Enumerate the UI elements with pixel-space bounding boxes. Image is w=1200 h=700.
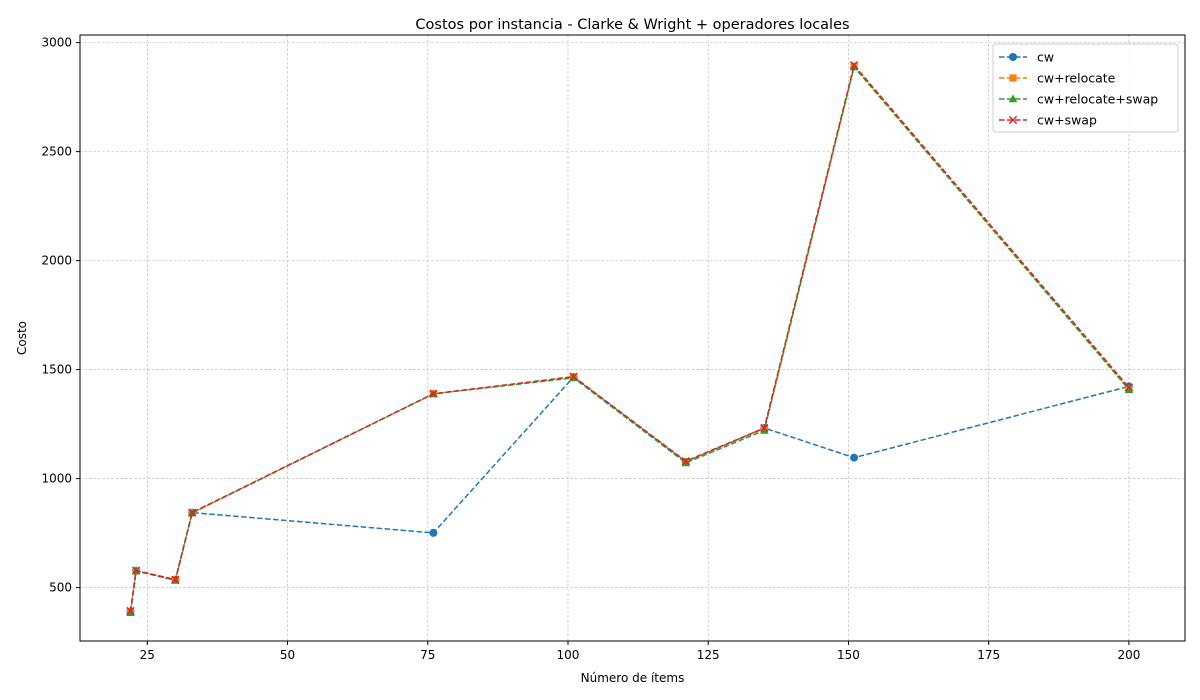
x-tick-label: 200 <box>1117 648 1140 662</box>
marker-stroke <box>131 566 141 575</box>
y-axis-label: Costo <box>15 321 29 355</box>
data-point <box>188 508 197 517</box>
series-cw+relocate <box>126 62 1133 616</box>
x-tick-label: 50 <box>280 648 295 662</box>
series-line <box>129 65 1130 613</box>
series-cw+relocate+swap <box>126 62 1134 616</box>
y-tick-label: 1500 <box>41 363 72 377</box>
legend-marker <box>1008 94 1018 103</box>
marker-stroke <box>849 60 859 70</box>
legend-marker <box>1009 53 1017 61</box>
marker-stroke <box>760 423 769 433</box>
legend-box <box>992 43 1179 133</box>
series-line <box>129 64 1130 612</box>
y-tick-label: 3000 <box>41 36 72 50</box>
marker-stroke <box>188 508 197 517</box>
data-point <box>429 528 438 537</box>
series-line <box>129 63 1130 612</box>
series-lines <box>126 60 1134 616</box>
grid <box>80 35 1185 641</box>
series-cw <box>126 373 1133 616</box>
x-tick-label: 25 <box>140 648 155 662</box>
series-cw+swap <box>126 60 1134 616</box>
y-tick-label: 500 <box>49 581 72 595</box>
marker-stroke <box>126 606 135 616</box>
legend-label: cw+swap <box>1037 113 1097 128</box>
marker-stroke <box>171 575 180 584</box>
legend-item: cw <box>999 50 1054 65</box>
data-point <box>1124 385 1134 393</box>
data-point <box>429 389 438 398</box>
marker-stroke <box>1008 115 1018 125</box>
x-tick-label: 100 <box>557 648 580 662</box>
y-tick-label: 2000 <box>41 254 72 268</box>
data-point <box>131 566 141 575</box>
legend-marker <box>1009 74 1017 82</box>
x-tick-label: 175 <box>977 648 1000 662</box>
legend-label: cw+relocate+swap <box>1037 92 1158 107</box>
marker-stroke <box>681 457 690 466</box>
marker-stroke <box>569 372 578 381</box>
x-axis-label: Número de ítems <box>581 671 685 685</box>
legend-item: cw+relocate <box>999 71 1116 86</box>
axis-ticks: 25 50 75 100 125 150 175 200 500 1000 1500 2000 2500… <box>41 36 1140 662</box>
marker-stroke <box>1124 383 1134 392</box>
x-tick-label: 75 <box>420 648 435 662</box>
y-tick-label: 2500 <box>41 145 72 159</box>
data-point <box>1124 383 1134 392</box>
data-point <box>569 372 578 381</box>
legend-label: cw+relocate <box>1037 71 1116 86</box>
y-tick-label: 1000 <box>41 472 72 486</box>
legend-item: cw+swap <box>999 113 1097 128</box>
chart-title: Costos por instancia - Clarke & Wright +… <box>415 17 849 33</box>
legend: cw cw+relocate cw+relocate+swap cw+swap <box>992 43 1179 133</box>
series-line <box>129 375 1130 612</box>
x-tick-label: 150 <box>837 648 860 662</box>
data-point <box>760 423 769 433</box>
marker-stroke <box>429 389 438 398</box>
legend-item: cw+relocate+swap <box>999 92 1158 107</box>
data-point <box>126 606 135 616</box>
data-point <box>760 425 769 434</box>
data-point <box>849 60 859 70</box>
x-tick-label: 125 <box>697 648 720 662</box>
data-point <box>850 453 859 462</box>
legend-marker <box>1008 115 1018 125</box>
plot-area-frame <box>79 34 1186 642</box>
legend-label: cw <box>1037 50 1054 65</box>
data-point <box>171 575 180 584</box>
data-point <box>681 457 690 466</box>
